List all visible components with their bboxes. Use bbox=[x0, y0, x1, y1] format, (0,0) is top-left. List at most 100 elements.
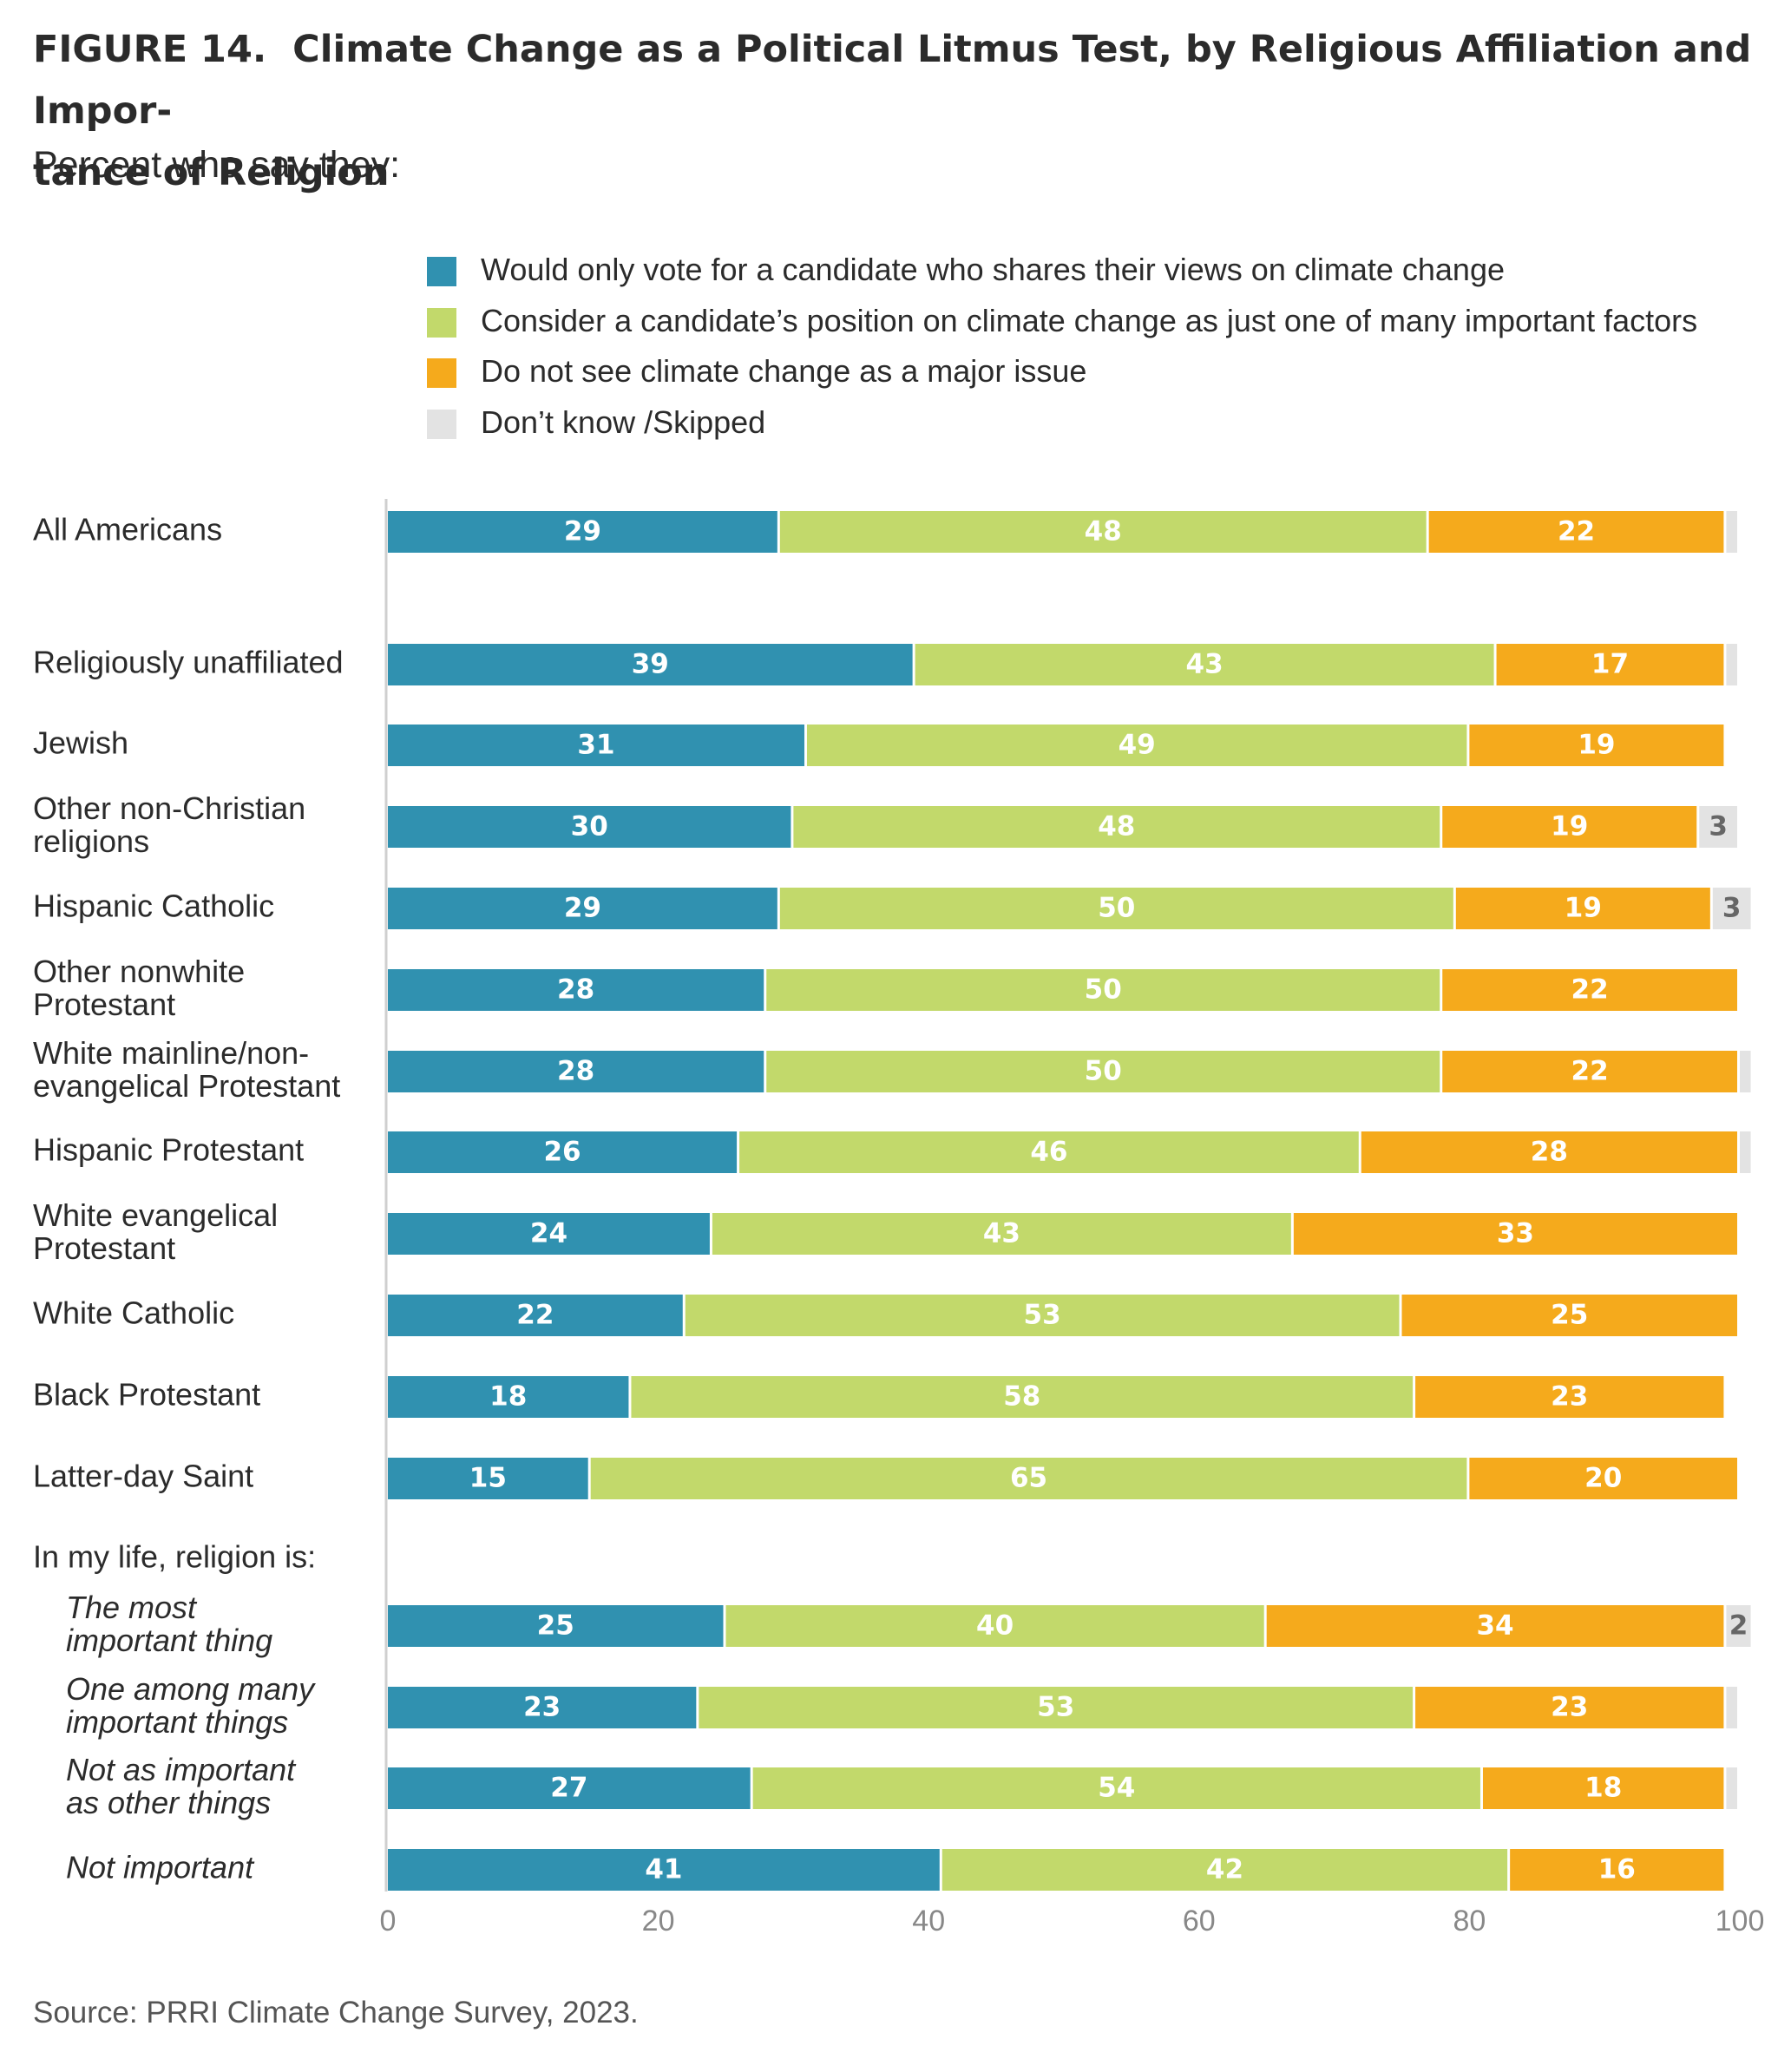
legend-label: Consider a candidate’s position on clima… bbox=[481, 302, 1698, 338]
data-label: 46 bbox=[1030, 1137, 1067, 1168]
legend-swatch bbox=[427, 358, 456, 388]
bar-segment bbox=[1726, 644, 1737, 685]
category-label-line: Protestant bbox=[33, 1230, 175, 1266]
bar-segment bbox=[388, 888, 777, 929]
bar-segment bbox=[779, 888, 1453, 929]
bar-segment bbox=[388, 1051, 764, 1092]
bar-segment bbox=[1740, 1131, 1751, 1173]
data-label: 49 bbox=[1119, 730, 1156, 761]
bar-segment bbox=[1726, 1605, 1751, 1647]
bar-segment bbox=[725, 1605, 1264, 1647]
bar-segment bbox=[388, 1458, 588, 1499]
group-header: In my life, religion is: bbox=[33, 1539, 316, 1575]
chart-subtitle: Percent who say they: bbox=[33, 144, 401, 186]
chart-title: FIGURE 14. Climate Change as a Political… bbox=[33, 28, 1752, 194]
data-label: 16 bbox=[1598, 1854, 1636, 1885]
bar-segment bbox=[806, 725, 1467, 766]
data-label: 23 bbox=[523, 1692, 561, 1723]
category-label-line: important thing bbox=[66, 1623, 272, 1658]
bar-segment bbox=[1266, 1605, 1724, 1647]
data-label: 15 bbox=[469, 1463, 507, 1494]
category-label-line: One among many bbox=[66, 1671, 316, 1707]
data-label: 18 bbox=[1584, 1773, 1622, 1804]
category-label: White evangelical Protestant bbox=[33, 1197, 278, 1266]
bar-segment bbox=[1740, 1051, 1751, 1092]
bar-segment bbox=[752, 1767, 1480, 1809]
category-label-line: White evangelical bbox=[33, 1197, 278, 1233]
category-label-line: Protestant bbox=[33, 987, 175, 1022]
data-label: 19 bbox=[1565, 893, 1602, 924]
data-label: 27 bbox=[550, 1773, 587, 1804]
data-label: 18 bbox=[489, 1381, 527, 1413]
x-tick-label: 20 bbox=[642, 1905, 675, 1938]
bar-segment bbox=[1496, 644, 1724, 685]
data-label: 28 bbox=[1531, 1137, 1568, 1168]
data-label: 34 bbox=[1476, 1610, 1513, 1642]
data-label: 25 bbox=[1551, 1300, 1588, 1331]
category-label: Not important bbox=[66, 1850, 255, 1885]
bar-segment bbox=[388, 1213, 710, 1255]
data-label: 3 bbox=[1722, 893, 1742, 924]
bar-segment bbox=[766, 1051, 1440, 1092]
data-label: 3 bbox=[1709, 811, 1728, 843]
category-label-line: The most bbox=[66, 1590, 198, 1625]
bar-segment bbox=[388, 969, 764, 1011]
x-tick-label: 60 bbox=[1183, 1905, 1216, 1938]
category-label: One among many important things bbox=[66, 1671, 316, 1740]
bar-segment bbox=[1469, 725, 1724, 766]
category-label-line: important things bbox=[66, 1704, 288, 1740]
bar-segment bbox=[685, 1295, 1400, 1336]
category-label: Hispanic Protestant bbox=[33, 1132, 304, 1168]
bar-segment bbox=[712, 1213, 1291, 1255]
bar-segment bbox=[1442, 806, 1697, 848]
bar-segment bbox=[941, 1849, 1508, 1891]
data-label: 22 bbox=[1571, 974, 1609, 1006]
bar-segment bbox=[1415, 1376, 1724, 1418]
data-label: 19 bbox=[1578, 730, 1615, 761]
bar-segment bbox=[388, 806, 791, 848]
bar-segment bbox=[766, 969, 1440, 1011]
data-label: 22 bbox=[516, 1300, 554, 1331]
bar-segment bbox=[1428, 511, 1724, 553]
category-label: White mainline/non-evangelical Protestan… bbox=[33, 1035, 340, 1104]
data-label: 26 bbox=[543, 1137, 581, 1168]
category-label: The most important thing bbox=[66, 1590, 272, 1658]
bar-segment bbox=[1361, 1131, 1737, 1173]
category-label: White Catholic bbox=[33, 1295, 234, 1331]
data-label: 41 bbox=[645, 1854, 682, 1885]
bar-segment bbox=[631, 1376, 1414, 1418]
data-label: 58 bbox=[1003, 1381, 1040, 1413]
category-label-line: religions bbox=[33, 823, 149, 859]
bar-segment bbox=[590, 1458, 1467, 1499]
data-label: 23 bbox=[1551, 1381, 1588, 1413]
data-label: 17 bbox=[1591, 649, 1629, 680]
category-label: All Americans bbox=[33, 512, 222, 548]
data-label: 28 bbox=[557, 1056, 594, 1087]
stacked-bar-chart: All Americans Religiously unaffiliated Jew… bbox=[33, 499, 1764, 1938]
data-label: 25 bbox=[537, 1610, 574, 1642]
data-label: 22 bbox=[1558, 516, 1595, 548]
data-label: 43 bbox=[1186, 649, 1224, 680]
category-label: Black Protestant bbox=[33, 1377, 260, 1413]
bar-segment bbox=[1699, 806, 1737, 848]
bar-segment bbox=[1482, 1767, 1724, 1809]
bar-segment bbox=[1510, 1849, 1724, 1891]
data-label: 31 bbox=[577, 730, 614, 761]
category-label: Hispanic Catholic bbox=[33, 888, 274, 924]
bar-segment bbox=[388, 1295, 683, 1336]
bar-segment bbox=[1469, 1458, 1737, 1499]
x-tick-label: 0 bbox=[380, 1905, 397, 1938]
bar-segment bbox=[388, 725, 804, 766]
bar-segment bbox=[1442, 1051, 1737, 1092]
data-label: 23 bbox=[1551, 1692, 1588, 1723]
bar-segment bbox=[779, 511, 1427, 553]
data-label: 48 bbox=[1098, 811, 1135, 843]
bar-segment bbox=[1415, 1687, 1724, 1728]
category-label-line: White mainline/non- bbox=[33, 1035, 309, 1071]
category-label: Other non-Christian religions bbox=[33, 790, 305, 859]
legend-swatch bbox=[427, 307, 456, 338]
x-tick-label: 80 bbox=[1453, 1905, 1486, 1938]
category-label: Religiously unaffiliated bbox=[33, 645, 344, 680]
data-label: 39 bbox=[632, 649, 669, 680]
category-label: Other nonwhite Protestant bbox=[33, 954, 245, 1022]
